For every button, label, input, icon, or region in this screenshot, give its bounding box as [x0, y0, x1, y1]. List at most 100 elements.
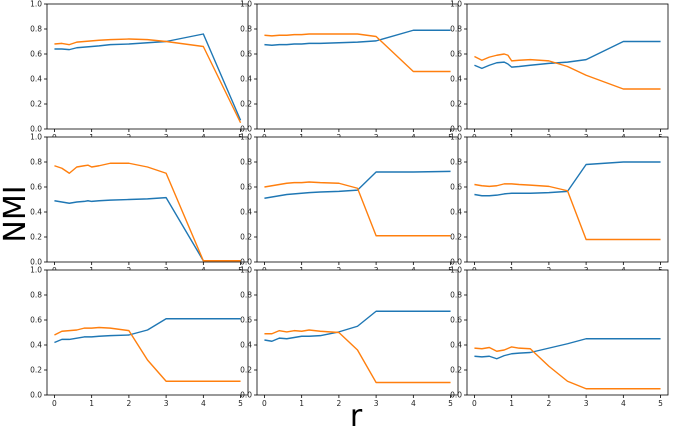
y-tick-label: 0.0: [450, 391, 462, 400]
series-line-orange: [264, 33, 451, 73]
y-tick-label: 0.2: [240, 100, 252, 109]
y-tick-label: 0.0: [240, 258, 252, 267]
y-tick-label: 0.8: [30, 25, 42, 34]
series-line-orange: [264, 181, 451, 237]
y-tick-label: 0.0: [30, 258, 42, 267]
y-tick-label: 1.0: [240, 266, 252, 275]
y-tick-label: 0.8: [450, 158, 462, 167]
y-tick-label: 0.8: [450, 25, 462, 34]
y-tick-label: 0.2: [30, 233, 42, 242]
y-tick-label: 0.2: [30, 100, 42, 109]
y-tick-label: 0.0: [240, 391, 252, 400]
y-tick-label: 0.4: [30, 341, 42, 350]
subplot-8: 0.0 0.2 0.4 0.6 0.8 1.0 0 1 2 3 4 5: [240, 266, 459, 408]
x-tick-label: 1: [299, 399, 304, 408]
y-tick-label: 1.0: [240, 0, 252, 9]
y-tick-label: 0.8: [450, 291, 462, 300]
y-tick-label: 0.6: [30, 316, 42, 325]
y-tick-label: 0.4: [240, 75, 252, 84]
series-line-blue: [264, 310, 451, 342]
y-tick-label: 1.0: [450, 266, 462, 275]
y-tick-label: 0.2: [450, 100, 462, 109]
x-tick-label: 1: [509, 399, 514, 408]
x-tick-label: 5: [658, 399, 663, 408]
x-tick-label: 3: [584, 399, 589, 408]
subplot-frame: [46, 3, 249, 130]
y-tick-label: 1.0: [240, 133, 252, 142]
y-tick-label: 0.4: [450, 341, 462, 350]
y-tick-label: 0.4: [240, 341, 252, 350]
y-axis-title: NMI: [0, 185, 33, 242]
x-tick-label: 2: [126, 399, 131, 408]
series-line-blue: [474, 161, 661, 197]
y-tick-label: 0.8: [30, 291, 42, 300]
y-tick-label: 0.6: [450, 50, 462, 59]
subplot-frame: [466, 269, 669, 396]
y-tick-label: 1.0: [30, 266, 42, 275]
y-tick-label: 0.6: [240, 316, 252, 325]
series-line-orange: [474, 346, 661, 390]
y-tick-label: 0.0: [30, 391, 42, 400]
y-tick-label: 0.2: [450, 366, 462, 375]
y-tick-label: 0.6: [450, 316, 462, 325]
y-tick-label: 0.4: [30, 75, 42, 84]
series-line-blue: [54, 318, 241, 344]
subplot-7: 0.0 0.2 0.4 0.6 0.8 1.0 0 1 2 3 4 5: [30, 266, 249, 408]
subplot-frame: [46, 269, 249, 396]
y-tick-label: 0.2: [240, 233, 252, 242]
x-tick-label: 2: [336, 399, 341, 408]
series-line-orange: [474, 183, 661, 241]
y-tick-label: 0.6: [240, 183, 252, 192]
series-line-orange: [54, 38, 242, 124]
series-line-blue: [54, 196, 241, 262]
subplot-frame: [256, 3, 459, 130]
y-tick-label: 0.0: [450, 258, 462, 267]
y-tick-label: 0.4: [240, 208, 252, 217]
y-tick-label: 0.0: [30, 125, 42, 134]
y-tick-label: 0.6: [30, 183, 42, 192]
y-tick-label: 0.2: [450, 233, 462, 242]
series-line-blue: [474, 40, 661, 70]
series-line-blue: [474, 338, 661, 360]
y-tick-label: 0.0: [240, 125, 252, 134]
y-tick-label: 0.6: [240, 50, 252, 59]
x-tick-label: 0: [52, 399, 57, 408]
subplot-frame: [256, 269, 459, 396]
x-tick-label: 3: [374, 399, 379, 408]
y-tick-label: 0.4: [30, 208, 42, 217]
y-tick-label: 1.0: [30, 0, 42, 9]
y-tick-label: 0.6: [30, 50, 42, 59]
x-axis-title: r: [350, 399, 363, 429]
y-tick-label: 0.8: [240, 158, 252, 167]
x-tick-label: 3: [164, 399, 169, 408]
subplot-frame: [256, 136, 459, 263]
y-tick-label: 0.4: [450, 208, 462, 217]
y-tick-label: 1.0: [450, 133, 462, 142]
y-tick-label: 0.8: [240, 25, 252, 34]
y-tick-label: 0.4: [450, 75, 462, 84]
x-tick-label: 2: [546, 399, 551, 408]
x-tick-label: 4: [621, 399, 626, 408]
x-tick-label: 4: [201, 399, 206, 408]
series-line-orange: [474, 53, 661, 90]
x-tick-label: 5: [448, 399, 453, 408]
series-line-orange: [264, 329, 451, 384]
x-tick-label: 4: [411, 399, 416, 408]
series-line-orange: [54, 326, 241, 382]
subplot-grid: 0.00.20.40.60.81.00123450.00.20.40.60.81…: [30, 0, 669, 408]
subplot-frame: [466, 136, 669, 263]
series-line-blue: [264, 29, 451, 46]
y-tick-label: 0.2: [240, 366, 252, 375]
y-tick-label: 0.6: [450, 183, 462, 192]
series-line-blue: [264, 170, 451, 199]
y-tick-label: 1.0: [450, 0, 462, 9]
y-tick-label: 1.0: [30, 133, 42, 142]
x-tick-label: 1: [89, 399, 94, 408]
series-line-orange: [54, 162, 241, 262]
